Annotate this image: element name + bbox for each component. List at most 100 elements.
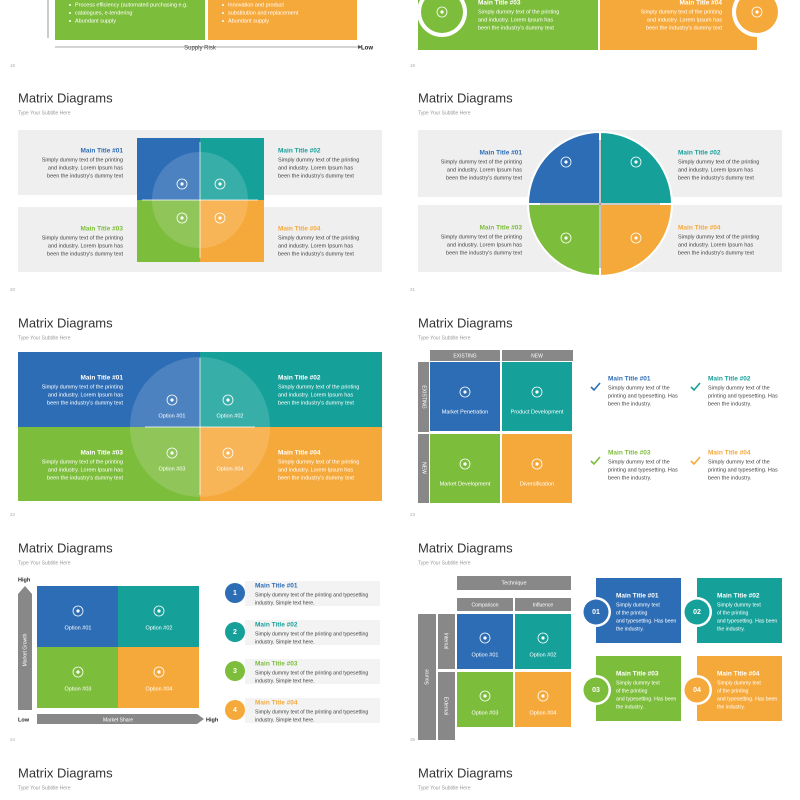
- item-title: Main Title #01: [479, 150, 522, 157]
- number-badge: [583, 677, 609, 703]
- item-title: Main Title #01: [608, 376, 651, 383]
- item-text: Simply dummy text of the printing and ty…: [255, 592, 368, 598]
- icon: [459, 458, 471, 470]
- slide-subtitle: Type Your Subtitle Here: [418, 110, 471, 116]
- icon: [560, 156, 572, 168]
- icon: [166, 394, 178, 406]
- slide-title: Matrix Diagrams: [18, 540, 113, 555]
- panel: [55, 0, 205, 40]
- item-text: of the printing: [616, 688, 648, 694]
- row-header: External: [443, 697, 449, 715]
- icon: [226, 451, 230, 455]
- item-text: printing and typesetting. Has: [608, 467, 678, 473]
- option-label: Option #01: [472, 652, 499, 658]
- icon: [180, 216, 184, 220]
- icon: [755, 10, 759, 14]
- number-label: 3: [233, 668, 237, 675]
- item-text: industry. Simple text here.: [255, 600, 315, 606]
- option-label: Option #01: [159, 413, 186, 419]
- option-label: Option #04: [530, 710, 557, 716]
- item-text: Simply dummy text: [616, 602, 660, 608]
- panel: [502, 350, 573, 361]
- icon: [630, 156, 642, 168]
- item-title: Main Title #04: [679, 0, 722, 7]
- item-text: Simply dummy text of the: [708, 459, 770, 465]
- column-header: EXISTING: [453, 353, 476, 359]
- item-text: Simply dummy text of the printing and ty…: [255, 631, 368, 637]
- icon: [541, 636, 545, 640]
- panel: [208, 0, 357, 40]
- icon: [535, 462, 539, 466]
- panel: [200, 200, 264, 262]
- item-text: printing and typesetting. Has: [608, 393, 678, 399]
- bullet: [69, 20, 71, 22]
- icon: [153, 605, 165, 617]
- item-title: Main Title #03: [255, 661, 298, 668]
- slide-title: Matrix Diagrams: [418, 765, 513, 780]
- item-text: printing and typesetting. Has: [708, 393, 778, 399]
- option-label: Option #03: [159, 466, 186, 472]
- item-title: Main Title #03: [479, 225, 522, 232]
- panel: [200, 352, 382, 427]
- bullet: [69, 12, 71, 14]
- icon: [222, 447, 234, 459]
- item-text: been the industry's dummy text: [47, 173, 123, 179]
- item-text: been the industry.: [708, 401, 752, 407]
- matrix-cell: [457, 672, 513, 727]
- header-label: Technique: [501, 580, 526, 586]
- item-text: Simply dummy text: [717, 602, 761, 608]
- item-band: [245, 620, 380, 645]
- number-badge: [225, 661, 245, 681]
- column-header: Comparison: [472, 602, 499, 608]
- item-text: been the industry.: [608, 401, 652, 407]
- item-text: and industry. Lorem Ipsum has: [278, 243, 353, 249]
- icon: [531, 458, 543, 470]
- axis-end: Low: [18, 717, 30, 723]
- number-label: 1: [233, 590, 237, 597]
- page-number: 22: [10, 512, 16, 517]
- item-text: Simply dummy text of the printing: [42, 157, 123, 163]
- slide-subtitle: Type Your Subtitle Here: [418, 335, 471, 341]
- icon: [463, 390, 467, 394]
- item-text: Simply dummy text of the printing: [641, 9, 722, 15]
- icon: [218, 216, 222, 220]
- panel: [200, 138, 264, 200]
- item-text: and industry. Lorem Ipsum has: [478, 17, 553, 23]
- item-text: Simply dummy text of the: [608, 459, 670, 465]
- axis-arrow: [197, 714, 204, 724]
- item-text: Simply dummy text of the: [708, 385, 770, 391]
- panel: [18, 427, 200, 501]
- axis-arrow: [358, 45, 362, 49]
- matrix-cell: [515, 672, 571, 727]
- icon: [537, 690, 549, 702]
- icon: [76, 609, 80, 613]
- item-text: been the industry's dummy text: [278, 400, 354, 406]
- panel: [457, 576, 571, 590]
- item-text: been the industry's dummy text: [278, 173, 354, 179]
- item-text: been the industry's dummy text: [47, 400, 123, 406]
- item-text: Simply dummy text of the printing and ty…: [255, 709, 368, 715]
- cell-label: Market Penetration: [442, 409, 488, 415]
- number-label: 02: [693, 609, 701, 616]
- panel: [515, 598, 571, 611]
- pie-quadrant: [526, 130, 601, 205]
- axis-label: Market Growth: [22, 633, 28, 666]
- check-icon: [590, 382, 601, 392]
- item-text: Simply dummy text: [717, 680, 761, 686]
- panel: [438, 614, 455, 669]
- item-text: been the industry.: [708, 475, 752, 481]
- page-number: 23: [410, 512, 416, 517]
- item-title: Main Title #03: [80, 226, 123, 233]
- number-badge: [225, 700, 245, 720]
- matrix-cell: [502, 362, 572, 431]
- matrix-cell: [430, 362, 500, 431]
- icon: [459, 386, 471, 398]
- slide-title: Matrix Diagrams: [18, 90, 113, 105]
- item-text: and typesetting. Has been: [717, 696, 777, 702]
- number-label: 2: [233, 629, 237, 636]
- item-title: Main Title #04: [708, 450, 751, 457]
- item-text: Simply dummy text of the printing: [678, 159, 759, 165]
- item-title: Main Title #01: [616, 593, 659, 600]
- slide-title: Matrix Diagrams: [418, 90, 513, 105]
